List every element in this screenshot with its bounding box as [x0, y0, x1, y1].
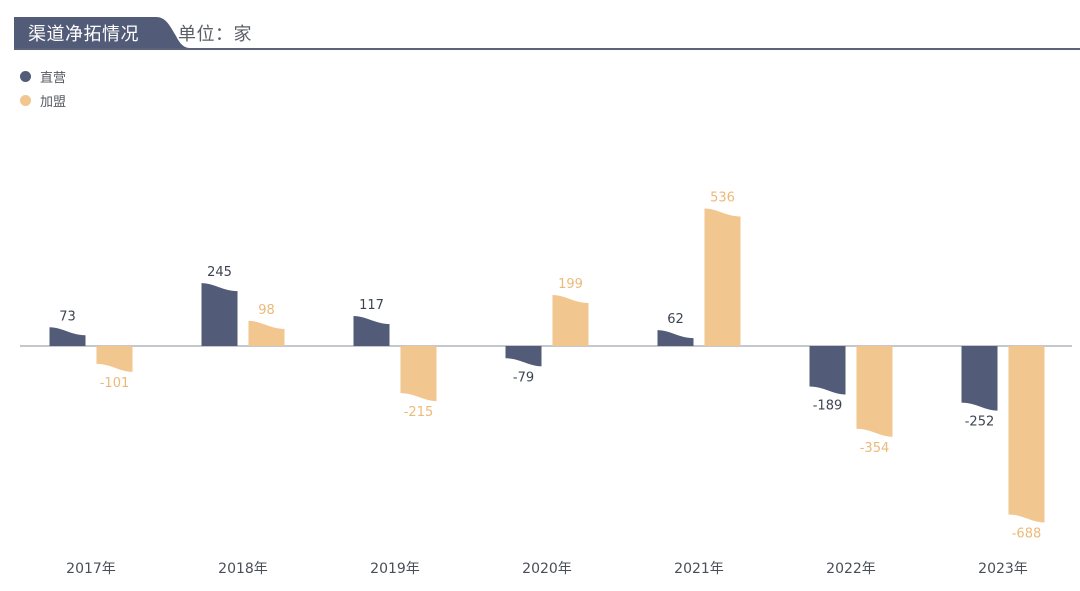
category-label-1: 2018年: [218, 561, 268, 577]
bar-direct-1: [201, 283, 238, 346]
title-tab: [14, 17, 190, 48]
bar-direct-2: [353, 315, 390, 346]
category-label-0: 2017年: [66, 561, 116, 577]
legend-swatch-franchise: [20, 94, 31, 106]
bar-direct-4: [657, 330, 694, 346]
header-divider: [14, 48, 1080, 50]
chart-header: 渠道净拓情况 单位：家: [0, 0, 1080, 52]
bar-direct-6: [961, 346, 998, 411]
category-label-2: 2019年: [370, 561, 420, 577]
bar-franchise-5: [856, 346, 893, 437]
data-label-direct-3: -79: [513, 370, 534, 385]
data-label-franchise-5: -354: [860, 441, 890, 456]
data-label-franchise-3: 199: [558, 277, 583, 292]
legend: 直营 加盟: [20, 64, 66, 112]
bar-franchise-1: [248, 320, 285, 346]
data-label-direct-2: 117: [359, 298, 384, 313]
legend-item-franchise: 加盟: [20, 88, 66, 112]
data-label-franchise-0: -101: [100, 376, 130, 391]
bar-franchise-3: [552, 294, 589, 346]
unit-label: 单位：家: [178, 24, 252, 45]
legend-item-direct: 直营: [20, 64, 66, 88]
legend-label-franchise: 加盟: [40, 94, 67, 110]
data-label-direct-0: 73: [59, 309, 76, 324]
data-label-franchise-6: -688: [1012, 526, 1042, 541]
data-label-direct-6: -252: [965, 415, 995, 430]
bar-direct-3: [505, 346, 542, 367]
data-label-franchise-1: 98: [258, 303, 275, 318]
category-label-4: 2021年: [674, 561, 724, 577]
bar-direct-0: [49, 327, 86, 346]
bar-direct-5: [809, 346, 846, 395]
bar-franchise-6: [1008, 346, 1045, 523]
category-label-5: 2022年: [826, 561, 876, 577]
data-label-franchise-2: -215: [404, 405, 434, 420]
legend-label-direct: 直营: [40, 70, 67, 86]
data-label-direct-4: 62: [667, 312, 684, 327]
category-label-6: 2023年: [978, 561, 1028, 577]
data-label-franchise-4: 536: [710, 191, 735, 206]
chart-title: 渠道净拓情况: [28, 24, 139, 45]
data-label-direct-1: 245: [207, 265, 232, 280]
data-label-direct-5: -189: [813, 398, 843, 413]
bar-franchise-4: [704, 208, 741, 346]
bar-franchise-2: [400, 346, 437, 402]
bar-franchise-0: [96, 346, 133, 372]
category-label-3: 2020年: [522, 561, 572, 577]
legend-swatch-direct: [20, 70, 31, 82]
